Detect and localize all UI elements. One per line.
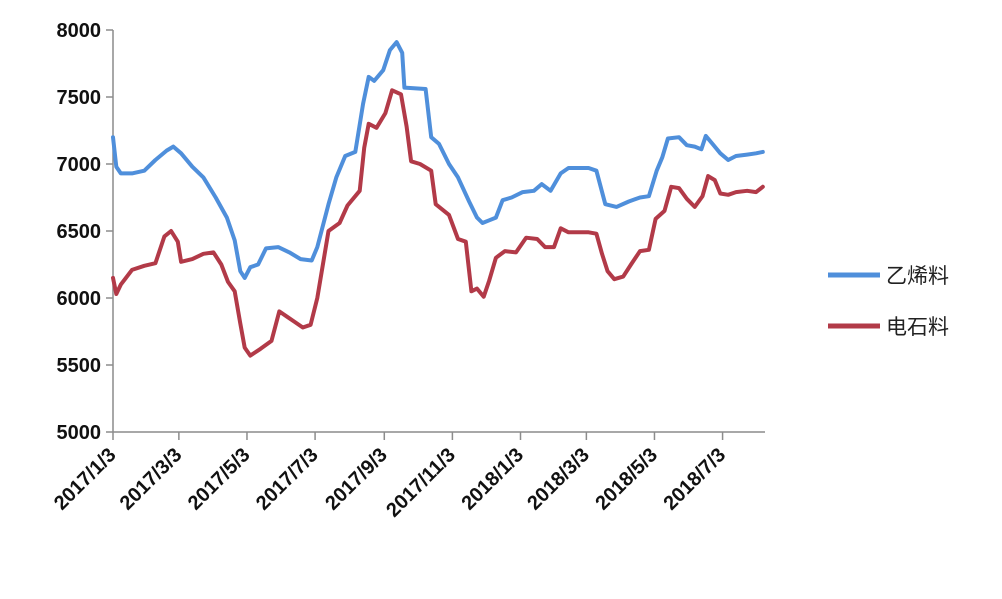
x-tick-label: 2017/11/3 <box>382 444 460 522</box>
x-tick-label: 2017/5/3 <box>184 444 255 515</box>
series-line-2 <box>111 88 765 358</box>
series-line-1 <box>111 40 765 280</box>
x-axis-ticks: 2017/1/32017/3/32017/5/32017/7/32017/9/3… <box>50 432 730 522</box>
x-tick-label: 2018/1/3 <box>457 444 528 515</box>
y-tick-label: 8000 <box>57 20 102 42</box>
x-tick-label: 2017/1/3 <box>50 444 121 515</box>
y-tick-label: 6000 <box>57 288 102 310</box>
y-tick-label: 7500 <box>57 87 102 109</box>
y-tick-label: 5000 <box>57 422 102 444</box>
x-tick-label: 2018/3/3 <box>523 444 594 515</box>
x-tick-label: 2017/7/3 <box>252 444 323 515</box>
legend-label-1: 乙烯料 <box>886 264 949 288</box>
y-axis-ticks: 5000 5500 6000 6500 7000 7500 8000 <box>57 20 113 444</box>
y-tick-label: 6500 <box>57 221 102 243</box>
series-layer <box>111 40 765 358</box>
x-tick-label: 2017/3/3 <box>116 444 187 515</box>
y-tick-label: 5500 <box>57 355 102 377</box>
x-tick-label: 2018/5/3 <box>591 444 662 515</box>
x-tick-label: 2018/7/3 <box>659 444 730 515</box>
x-tick-label: 2017/9/3 <box>321 444 392 515</box>
y-tick-label: 7000 <box>57 154 102 176</box>
legend-label-2: 电石料 <box>886 315 949 339</box>
